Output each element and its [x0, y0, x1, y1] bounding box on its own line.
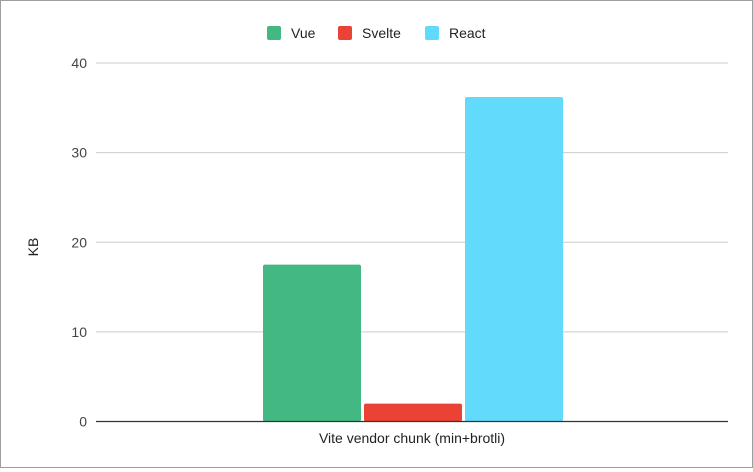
bars	[263, 97, 563, 422]
y-tick-label: 20	[71, 234, 87, 250]
legend-label-svelte: Svelte	[362, 25, 401, 41]
bar-svelte	[364, 403, 462, 422]
legend-label-vue: Vue	[291, 25, 316, 41]
legend-label-react: React	[449, 25, 486, 41]
bar-vue	[263, 264, 361, 422]
x-category-label: Vite vendor chunk (min+brotli)	[319, 430, 505, 446]
y-tick-label: 40	[71, 55, 87, 71]
y-tick-label: 0	[79, 414, 87, 430]
legend: Vue Svelte React	[267, 25, 486, 41]
gridlines	[96, 62, 728, 333]
legend-swatch-svelte	[338, 26, 352, 40]
y-tick-label: 10	[71, 324, 87, 340]
y-axis-ticks: 0 10 20 30 40	[71, 55, 87, 430]
y-tick-label: 30	[71, 145, 87, 161]
y-axis-label: KB	[25, 238, 41, 257]
legend-swatch-react	[425, 26, 439, 40]
legend-swatch-vue	[267, 26, 281, 40]
bar-react	[465, 97, 563, 422]
